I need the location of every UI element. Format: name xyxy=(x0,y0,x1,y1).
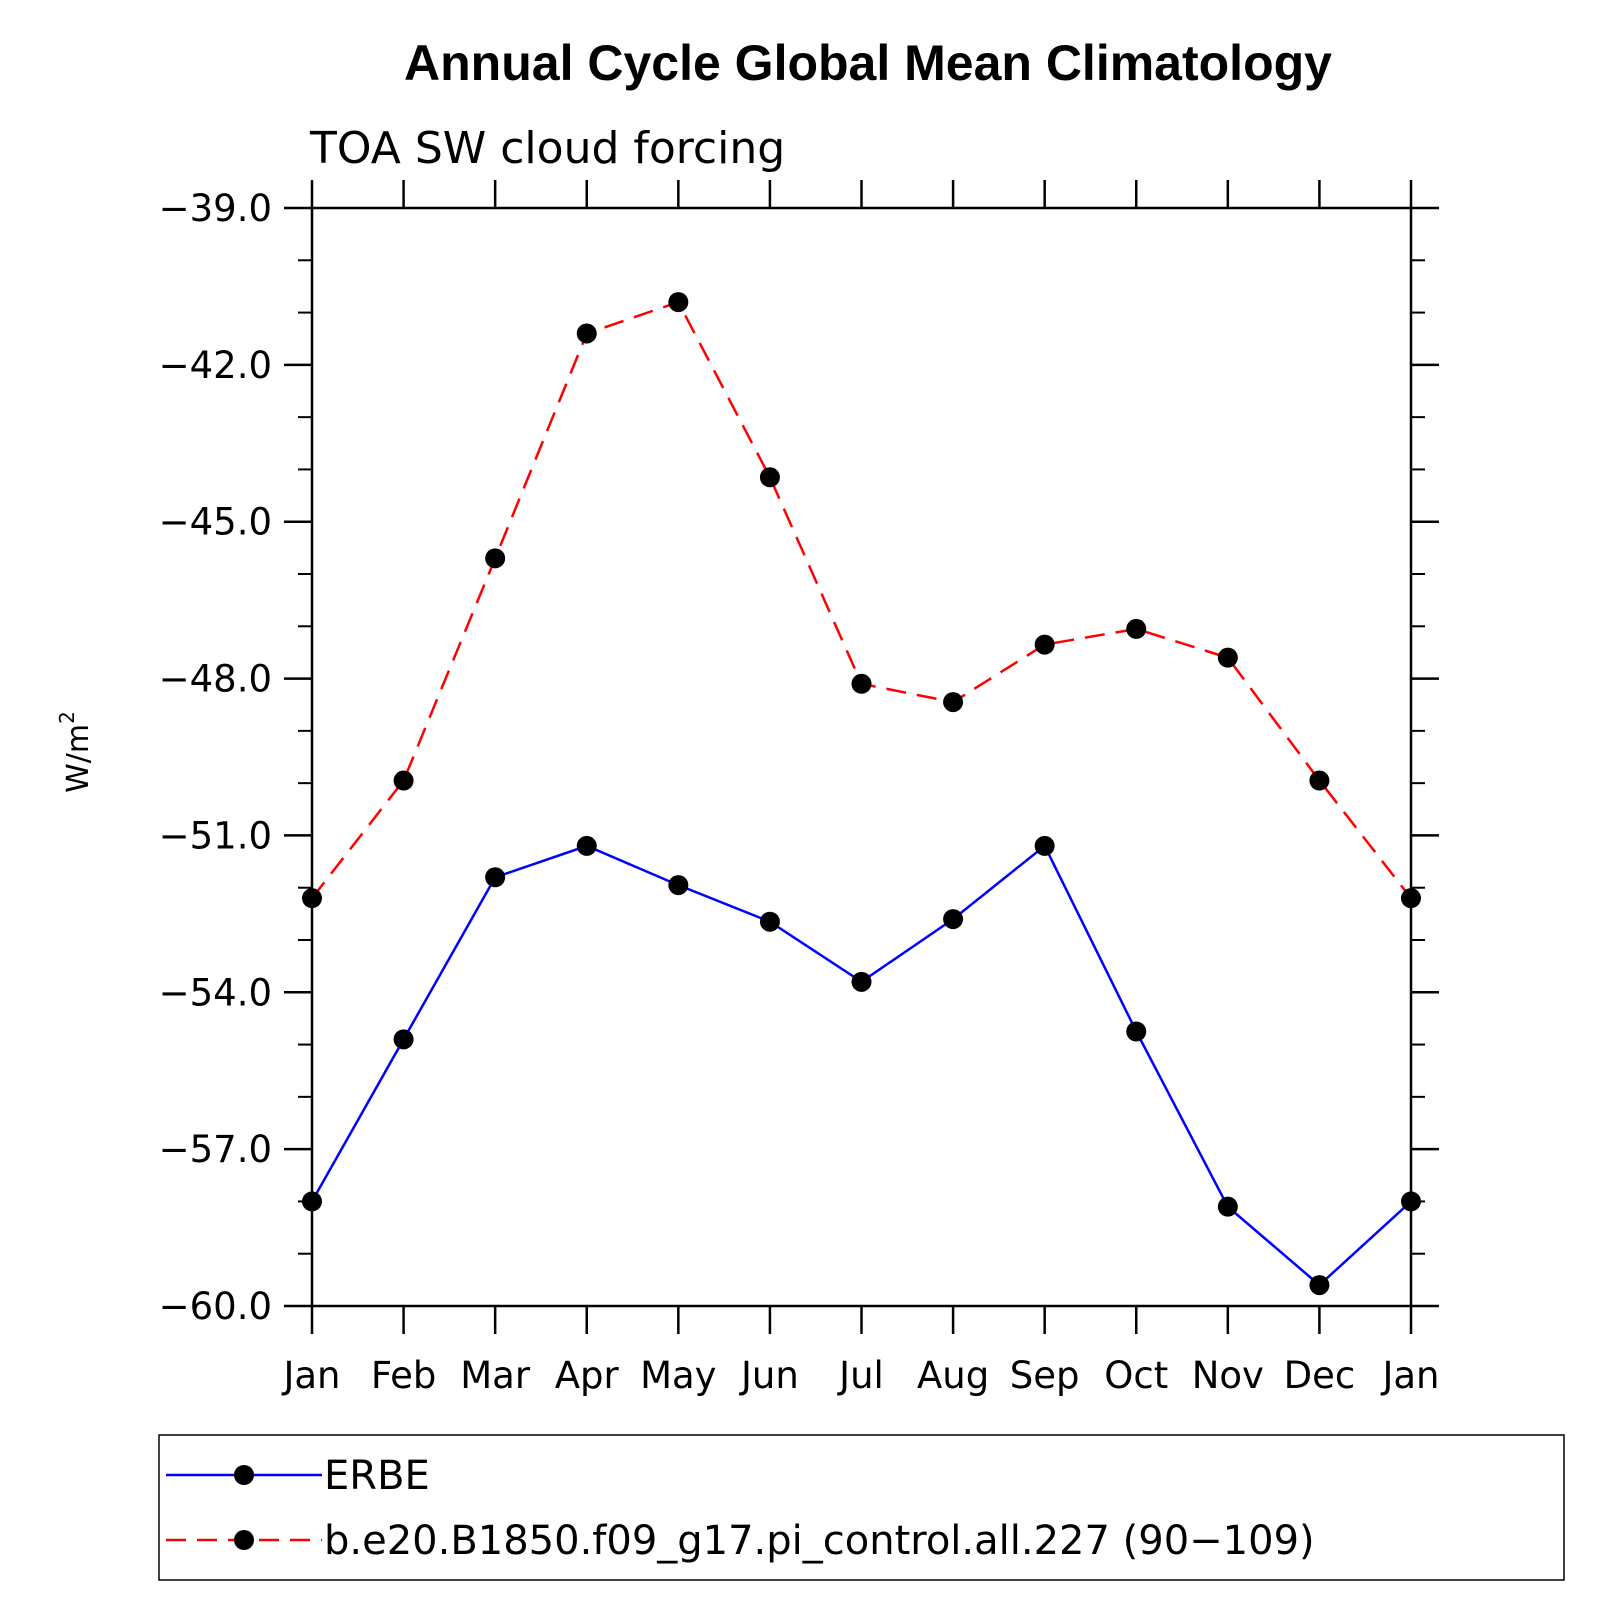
series-2-point xyxy=(851,673,872,694)
series-1-point xyxy=(851,971,872,992)
legend-label-1: ERBE xyxy=(324,1453,430,1499)
series-1-point xyxy=(576,835,597,856)
x-tick-label: Jul xyxy=(837,1354,884,1397)
series-2-point xyxy=(1126,618,1147,639)
series-1-point xyxy=(1126,1021,1147,1042)
chart-title: Annual Cycle Global Mean Climatology xyxy=(404,35,1332,91)
series-2-point xyxy=(576,323,597,344)
x-tick-label: Dec xyxy=(1284,1354,1356,1397)
series-markers xyxy=(302,292,1421,1296)
series-line-1 xyxy=(310,843,1412,1287)
series-1-point xyxy=(485,867,506,888)
chart-subtitle: TOA SW cloud forcing xyxy=(309,123,785,174)
y-tick-label: −39.0 xyxy=(159,187,272,230)
series-1-point xyxy=(668,875,689,896)
y-axis-label: W/m2 xyxy=(55,711,96,793)
x-tick-label: Apr xyxy=(555,1354,620,1397)
x-tick-label: Mar xyxy=(460,1354,531,1397)
y-axis-label-text: W/m xyxy=(61,724,96,793)
x-tick-label: Feb xyxy=(371,1354,437,1397)
series-2-point xyxy=(759,467,780,488)
x-tick-label: Sep xyxy=(1010,1354,1080,1397)
series-line-2 xyxy=(311,300,1412,899)
axis-ticks xyxy=(284,180,1439,1334)
y-tick-label: −48.0 xyxy=(159,658,272,701)
y-axis-label-superscript: 2 xyxy=(55,711,79,724)
series-1-point xyxy=(1034,835,1055,856)
series-1-point xyxy=(393,1029,414,1050)
series-2-point xyxy=(1309,770,1330,791)
x-tick-label: Jan xyxy=(1380,1354,1439,1397)
series-2-point xyxy=(485,548,506,569)
series-lines xyxy=(310,300,1412,1287)
series-1-point xyxy=(1217,1196,1238,1217)
series-1-point xyxy=(1309,1275,1330,1296)
legend-marker-1 xyxy=(234,1465,254,1485)
series-2-point xyxy=(943,692,964,713)
y-tick-label: −60.0 xyxy=(159,1285,272,1328)
x-tick-label: Jan xyxy=(281,1354,340,1397)
x-tick-label: Nov xyxy=(1192,1354,1264,1397)
y-tick-label: −57.0 xyxy=(159,1128,272,1171)
series-2-point xyxy=(393,770,414,791)
tick-labels: Jan Feb Mar Apr May Jun Jul Aug Sep Oct Nov Dec Jan−… xyxy=(159,187,1440,1397)
x-tick-label: May xyxy=(640,1354,717,1397)
legend: ERBE b.e20.B1850.f09_g17.pi_control.all.2… xyxy=(158,1434,1565,1581)
series-2-point xyxy=(668,292,689,313)
x-tick-label: Oct xyxy=(1104,1354,1168,1397)
series-1-point xyxy=(943,909,964,930)
series-2-point xyxy=(1034,634,1055,655)
legend-box xyxy=(158,1434,1565,1581)
y-tick-label: −42.0 xyxy=(159,344,272,387)
series-2-point xyxy=(1217,647,1238,668)
series-1-point xyxy=(759,911,780,932)
x-tick-label: Aug xyxy=(917,1354,989,1397)
x-tick-label: Jun xyxy=(739,1354,799,1397)
svg-text:W/m2: W/m2 xyxy=(55,711,96,793)
y-tick-label: −51.0 xyxy=(159,814,272,857)
y-tick-label: −54.0 xyxy=(159,971,272,1014)
legend-marker-2 xyxy=(234,1530,254,1550)
y-tick-label: −45.0 xyxy=(159,501,272,544)
legend-label-2: b.e20.B1850.f09_g17.pi_control.all.227 (… xyxy=(324,1518,1315,1564)
plot-frame xyxy=(310,206,1413,1308)
